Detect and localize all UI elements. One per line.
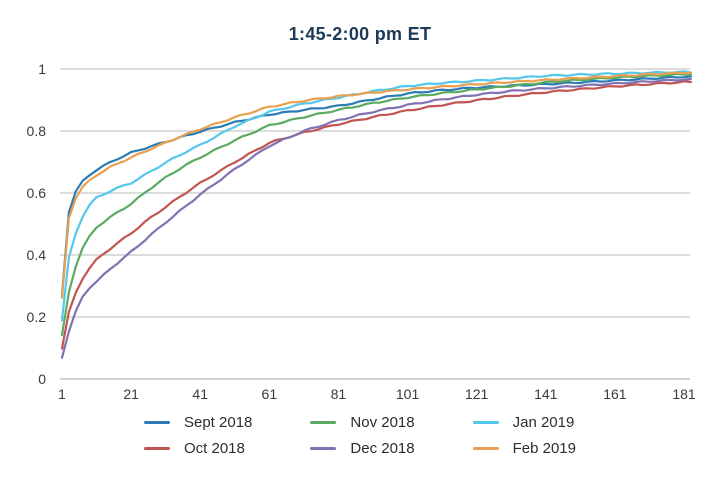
legend-swatch-icon <box>143 421 170 424</box>
series-line-oct-2018 <box>60 80 693 350</box>
x-tick-label: 61 <box>262 386 278 402</box>
plot-area: 00.20.40.60.811 21 41 61 81 101 121 141 161 181 <box>27 61 696 402</box>
series-line-jan-2019 <box>60 70 693 322</box>
legend-label: Feb 2019 <box>512 440 576 457</box>
legend-item-sept-2018: Sept 2018 <box>143 414 253 431</box>
series-line-dec-2018 <box>60 77 693 359</box>
legend-label: Dec 2018 <box>350 440 415 457</box>
y-tick-label: 0 <box>38 371 46 387</box>
series-line-feb-2019 <box>60 71 693 299</box>
y-tick-label: 0.2 <box>27 309 47 325</box>
y-tick-label: 0.8 <box>27 123 47 139</box>
legend-swatch-icon <box>310 447 337 450</box>
legend-item-oct-2018: Oct 2018 <box>143 440 252 457</box>
x-tick-label: 141 <box>534 386 558 402</box>
x-tick-label: 41 <box>192 386 208 402</box>
legend-label: Sept 2018 <box>183 414 253 431</box>
x-tick-label: 121 <box>465 386 489 402</box>
legend-swatch-icon <box>310 421 337 424</box>
y-tick-label: 0.4 <box>27 247 47 263</box>
legend-item-feb-2019: Feb 2019 <box>472 440 576 457</box>
legend-grid: Sept 2018 Nov 2018 Jan 2019 Oct 2018 Dec 201… <box>143 414 576 457</box>
legend-swatch-icon <box>472 421 499 424</box>
x-tick-label: 161 <box>603 386 627 402</box>
legend-label: Nov 2018 <box>350 414 415 431</box>
legend-swatch-icon <box>472 447 499 450</box>
legend-item-nov-2018: Nov 2018 <box>310 414 415 431</box>
legend-item-dec-2018: Dec 2018 <box>310 440 415 457</box>
legend-swatch-icon <box>143 447 170 450</box>
x-tick-label: 81 <box>331 386 347 402</box>
x-tick-label: 181 <box>672 386 696 402</box>
legend-label: Oct 2018 <box>183 440 245 457</box>
legend-label: Jan 2019 <box>512 414 575 431</box>
x-tick-label: 1 <box>58 386 66 402</box>
legend-item-jan-2019: Jan 2019 <box>472 414 576 431</box>
y-tick-label: 0.6 <box>27 185 47 201</box>
x-tick-label: 101 <box>396 386 420 402</box>
series-line-nov-2018 <box>60 72 693 336</box>
legend: Sept 2018 Nov 2018 Jan 2019 Oct 2018 Dec 201… <box>0 414 720 457</box>
y-tick-label: 1 <box>38 61 46 77</box>
x-tick-label: 21 <box>123 386 139 402</box>
chart-title: 1:45-2:00 pm ET <box>288 24 432 44</box>
